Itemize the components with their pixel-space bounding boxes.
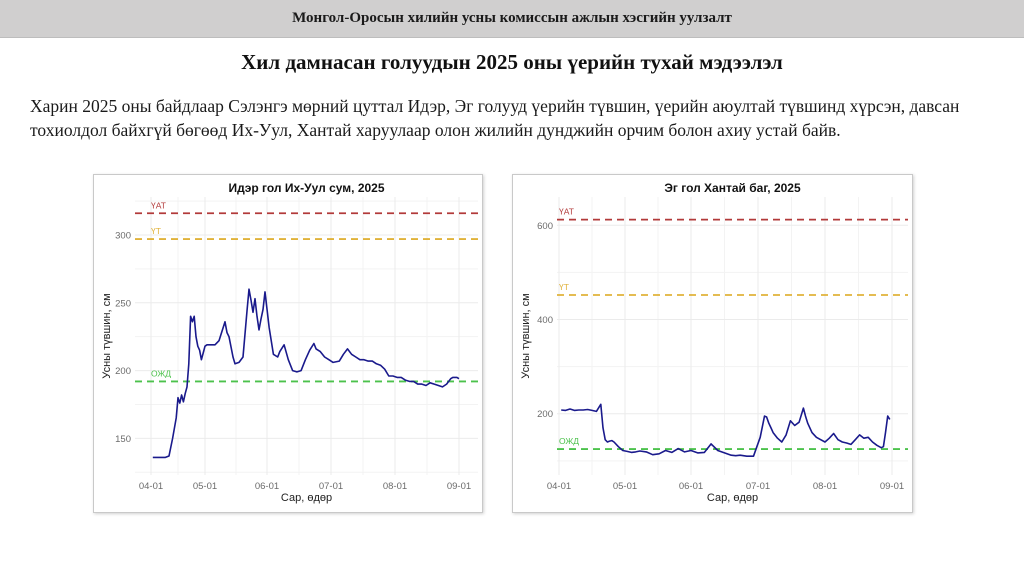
- x-tick-label: 09-01: [880, 481, 904, 492]
- header-bar: Монгол-Оросын хилийн усны комиссын ажлын…: [0, 0, 1024, 38]
- y-tick-label: 200: [115, 366, 131, 377]
- chart-ider-river: Идэр гол Их-Уул сум, 2025 150 200 250 300 04-…: [93, 174, 483, 513]
- reference-label: ОЖД: [559, 436, 579, 446]
- x-tick-label: 04-01: [139, 481, 163, 492]
- reference-label: ҮАТ: [559, 207, 574, 217]
- x-tick-label: 06-01: [679, 481, 703, 492]
- x-axis-label: Сар, өдөр: [281, 492, 332, 504]
- y-tick-label: 250: [115, 298, 131, 309]
- data-series-line: [152, 288, 460, 459]
- chart-eg-svg: Эг гол Хантай баг, 2025 200 400 600 04-01 05-…: [520, 181, 908, 504]
- summary-paragraph: Харин 2025 оны байдлаар Сэлэнгэ мөрний ц…: [30, 96, 960, 140]
- x-tick-label: 07-01: [746, 481, 770, 492]
- x-tick-label: 08-01: [813, 481, 837, 492]
- chart-title: Идэр гол Их-Уул сум, 2025: [228, 181, 384, 195]
- reference-label: ҮАТ: [151, 200, 166, 210]
- y-tick-label: 150: [115, 434, 131, 445]
- reference-label: ОЖД: [151, 368, 171, 378]
- x-tick-label: 09-01: [447, 481, 471, 492]
- data-series-line: [561, 403, 891, 458]
- x-tick-label: 05-01: [193, 481, 217, 492]
- x-tick-label: 04-01: [547, 481, 571, 492]
- y-tick-label: 200: [537, 409, 553, 420]
- slide-title: Хил дамнасан голуудын 2025 оны үерийн ту…: [241, 50, 783, 74]
- x-axis-label: Сар, өдөр: [707, 492, 758, 504]
- y-tick-label: 600: [537, 221, 553, 232]
- reference-label: ҮТ: [151, 226, 161, 236]
- header-bar-title: Монгол-Оросын хилийн усны комиссын ажлын…: [292, 10, 732, 26]
- reference-label: ҮТ: [559, 282, 569, 292]
- y-axis-label: Усны түвшин, см: [101, 293, 113, 378]
- x-tick-label: 08-01: [383, 481, 407, 492]
- x-tick-label: 06-01: [255, 481, 279, 492]
- y-axis-label: Усны түвшин, см: [520, 293, 532, 378]
- x-tick-label: 05-01: [613, 481, 637, 492]
- chart-ider-svg: Идэр гол Их-Уул сум, 2025 150 200 250 300 04-…: [101, 181, 478, 504]
- chart-title: Эг гол Хантай баг, 2025: [664, 181, 801, 195]
- y-tick-label: 400: [537, 315, 553, 326]
- x-tick-label: 07-01: [319, 481, 343, 492]
- y-tick-label: 300: [115, 230, 131, 241]
- chart-eg-river: Эг гол Хантай баг, 2025 200 400 600 04-01 05-…: [512, 174, 913, 513]
